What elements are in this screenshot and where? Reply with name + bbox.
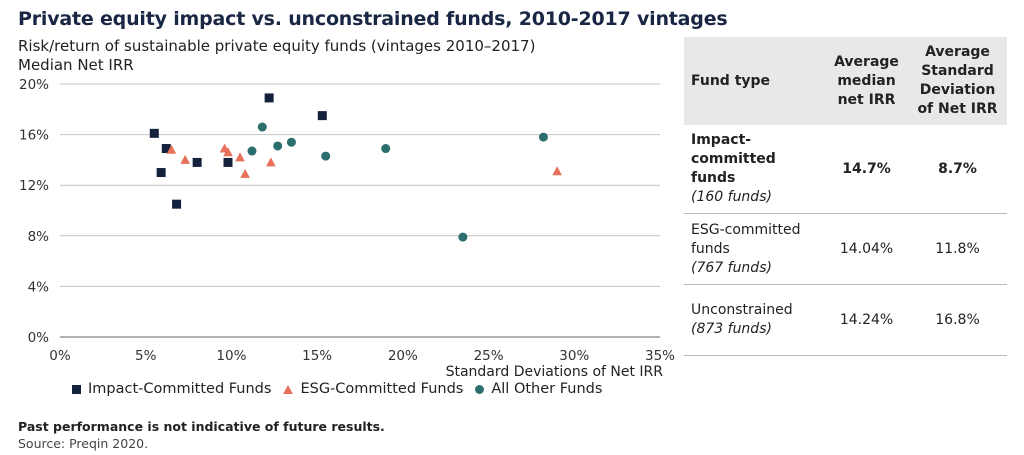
fund-count: (873 funds) xyxy=(691,321,772,337)
median-irr-cell: 14.24% xyxy=(825,284,909,356)
other-fund-point xyxy=(538,132,548,142)
esg-fund-point xyxy=(266,157,276,167)
legend-label-esg: ESG-Committed Funds xyxy=(300,381,464,397)
y-tick-label: 12% xyxy=(19,178,49,194)
impact-fund-point xyxy=(317,111,327,121)
axis-ticks: 0% 4% 8% 12% 16% 20% 0% 5% 10% 15% 20% 25% 30% 35% xyxy=(19,77,675,364)
legend-item-esg: ESG-Committed Funds xyxy=(283,381,463,397)
chart-title: Private equity impact vs. unconstrained … xyxy=(18,8,728,30)
header-median-irr: Average median net IRR xyxy=(825,37,909,125)
esg-fund-point xyxy=(166,144,177,154)
std-dev-cell: 8.7% xyxy=(908,125,1007,214)
fund-name: Unconstrained xyxy=(691,302,793,318)
legend-item-other: All Other Funds xyxy=(475,381,602,397)
circle-marker-icon xyxy=(475,384,485,394)
esg-fund-point xyxy=(552,166,562,176)
x-tick-label: 35% xyxy=(645,348,675,364)
median-irr-cell: 14.7% xyxy=(825,125,909,214)
x-tick-label: 10% xyxy=(216,348,246,364)
other-fund-point xyxy=(257,122,267,132)
other-fund-point xyxy=(286,137,296,147)
y-tick-label: 8% xyxy=(28,229,50,245)
fund-name: Impact-committed funds xyxy=(691,132,776,186)
y-axis-label: Median Net IRR xyxy=(18,56,134,74)
fund-summary-table: Fund type Average median net IRR Average… xyxy=(684,37,1007,356)
table-row: ESG-committed funds (767 funds) 14.04% 1… xyxy=(684,213,1007,285)
fund-type-cell: Impact-committed funds (160 funds) xyxy=(684,125,825,214)
table-row: Impact-committed funds (160 funds) 14.7%… xyxy=(684,125,1007,214)
std-dev-cell: 16.8% xyxy=(908,284,1007,356)
x-tick-label: 20% xyxy=(388,348,418,364)
impact-fund-point xyxy=(172,199,182,209)
other-fund-point xyxy=(247,146,257,156)
table-header-row: Fund type Average median net IRR Average… xyxy=(684,37,1007,125)
x-tick-label: 25% xyxy=(474,348,504,364)
esg-fund-point xyxy=(240,168,250,178)
triangle-marker-icon xyxy=(283,384,294,394)
y-tick-label: 20% xyxy=(19,77,49,93)
table-row: Unconstrained (873 funds) 14.24% 16.8% xyxy=(684,284,1007,356)
fund-type-cell: Unconstrained (873 funds) xyxy=(684,284,825,356)
legend-label-other: All Other Funds xyxy=(491,381,603,397)
legend-label-impact: Impact-Committed Funds xyxy=(88,381,272,397)
source-note: Source: Preqin 2020. xyxy=(18,436,149,451)
impact-fund-point xyxy=(223,157,233,167)
legend: Impact-Committed Funds ESG-Committed Fun… xyxy=(72,381,614,397)
scatter-chart: 0% 4% 8% 12% 16% 20% 0% 5% 10% 15% 20% 25% 30% 35% St… xyxy=(19,77,675,380)
esg-fund-point xyxy=(223,147,233,157)
chart-subtitle: Risk/return of sustainable private equit… xyxy=(18,37,536,55)
header-fund-type: Fund type xyxy=(684,37,825,125)
std-dev-cell: 11.8% xyxy=(908,213,1007,285)
other-fund-point xyxy=(458,232,468,242)
fund-count: (767 funds) xyxy=(691,259,772,276)
other-fund-point xyxy=(321,151,331,161)
fund-type-cell: ESG-committed funds (767 funds) xyxy=(684,213,825,285)
header-std-dev: Average Standard Deviation of Net IRR xyxy=(908,37,1007,125)
esg-fund-point xyxy=(235,152,245,162)
median-irr-cell: 14.04% xyxy=(825,213,909,285)
y-tick-label: 4% xyxy=(28,279,50,295)
impact-fund-point xyxy=(149,128,159,138)
x-tick-label: 15% xyxy=(302,348,332,364)
other-fund-point xyxy=(273,141,283,151)
y-tick-label: 16% xyxy=(19,128,49,144)
data-points xyxy=(149,93,562,242)
grid-lines xyxy=(60,83,660,338)
impact-fund-point xyxy=(161,144,171,154)
x-tick-label: 5% xyxy=(135,348,157,364)
esg-fund-point xyxy=(180,154,190,164)
legend-item-impact: Impact-Committed Funds xyxy=(72,381,271,397)
y-tick-label: 0% xyxy=(28,330,50,346)
other-fund-point xyxy=(381,144,391,154)
impact-fund-point xyxy=(192,157,202,167)
x-axis-label: Standard Deviations of Net IRR xyxy=(446,364,664,380)
fund-count: (160 funds) xyxy=(691,189,772,205)
x-tick-label: 30% xyxy=(559,348,589,364)
impact-fund-point xyxy=(156,168,166,178)
impact-fund-point xyxy=(264,93,274,103)
square-marker-icon xyxy=(72,384,81,394)
x-tick-label: 0% xyxy=(49,348,71,364)
fund-name: ESG-committed funds xyxy=(691,221,801,257)
disclaimer-note: Past performance is not indicative of fu… xyxy=(18,419,385,434)
